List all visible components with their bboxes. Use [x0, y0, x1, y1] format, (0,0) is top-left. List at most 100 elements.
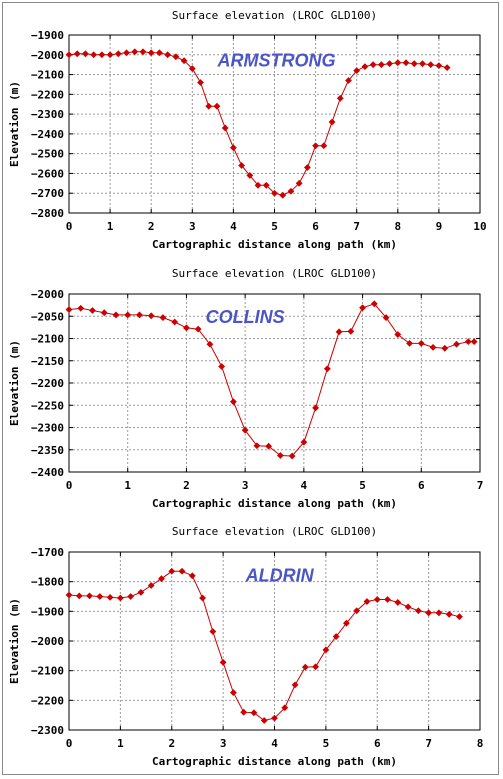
data-point: [265, 442, 273, 450]
data-point: [199, 594, 206, 602]
data-point: [82, 50, 89, 58]
data-point: [300, 438, 308, 446]
data-point: [230, 144, 237, 152]
data-point: [394, 59, 402, 67]
data-point: [254, 181, 262, 189]
data-point: [168, 567, 176, 575]
x-tick-label: 8: [394, 220, 401, 233]
y-tick-label: −2500: [31, 148, 64, 161]
series-line: [68, 570, 460, 722]
data-point: [303, 164, 311, 171]
x-tick-label: 3: [242, 479, 249, 492]
chart-title: Surface elevation (LROC GLD100): [172, 525, 377, 538]
x-tick-label: 6: [418, 479, 425, 492]
x-tick-label: 1: [124, 479, 131, 492]
y-tick-label: −2200: [31, 694, 64, 707]
x-tick-label: 4: [230, 220, 237, 233]
data-point: [328, 118, 336, 126]
data-point: [353, 607, 361, 615]
y-tick-label: −2200: [31, 377, 64, 390]
data-point: [219, 658, 227, 666]
data-point: [86, 592, 93, 600]
x-tick-label: 5: [323, 737, 330, 750]
data-point: [312, 663, 319, 671]
y-tick-label: −2000: [31, 49, 64, 62]
x-axis-label: Cartographic distance along path (km): [152, 238, 397, 251]
data-point: [419, 60, 426, 68]
y-tick-label: −2100: [31, 333, 64, 346]
data-point: [456, 613, 463, 621]
data-point: [213, 102, 221, 110]
x-tick-label: 6: [312, 220, 319, 233]
y-tick-label: −2400: [31, 128, 64, 141]
data-point: [262, 181, 270, 189]
y-tick-label: −2300: [31, 422, 64, 435]
data-point: [250, 709, 258, 717]
x-tick-label: 7: [425, 737, 432, 750]
data-point: [394, 331, 402, 338]
x-tick-label: 2: [183, 479, 190, 492]
data-point: [373, 596, 381, 603]
x-tick-label: 1: [107, 220, 114, 233]
data-point: [427, 61, 435, 69]
data-point: [271, 189, 278, 197]
x-tick-label: 0: [66, 479, 73, 492]
data-point: [287, 187, 295, 195]
chart-title: Surface elevation (LROC GLD100): [172, 267, 377, 280]
data-point: [386, 60, 393, 68]
y-tick-label: −1800: [31, 576, 64, 589]
data-point: [194, 325, 202, 333]
data-point: [123, 49, 130, 57]
y-tick-label: −2400: [31, 466, 64, 479]
data-point: [206, 340, 214, 348]
x-tick-label: 9: [436, 220, 443, 233]
data-point: [96, 593, 104, 600]
y-tick-label: −2800: [31, 207, 64, 220]
data-point: [425, 609, 433, 617]
data-point: [65, 51, 73, 59]
data-point: [197, 79, 204, 86]
data-point: [276, 452, 284, 459]
data-point: [112, 311, 120, 319]
chart-title: Surface elevation (LROC GLD100): [172, 9, 377, 22]
data-point: [359, 304, 366, 312]
data-point: [183, 324, 190, 332]
data-point: [180, 57, 188, 65]
site-annotation: ALDRIN: [245, 566, 315, 586]
y-tick-label: −2000: [31, 288, 64, 301]
x-tick-label: 7: [353, 220, 360, 233]
data-point: [369, 61, 377, 69]
y-tick-label: −1700: [31, 546, 64, 559]
x-tick-label: 6: [374, 737, 381, 750]
data-point: [410, 60, 418, 68]
y-tick-label: −2700: [31, 187, 64, 200]
data-point: [301, 663, 309, 671]
data-point: [441, 344, 449, 352]
data-point: [343, 619, 350, 627]
data-point: [178, 567, 186, 575]
y-tick-label: −2000: [31, 635, 64, 648]
data-point: [73, 50, 81, 58]
data-point: [159, 314, 167, 321]
data-point: [100, 309, 108, 317]
data-point: [137, 588, 145, 596]
x-axis-label: Cartographic distance along path (km): [152, 497, 397, 510]
data-point: [240, 708, 248, 716]
data-point: [147, 312, 155, 320]
data-point: [335, 328, 343, 336]
data-point: [156, 49, 163, 57]
data-point: [435, 609, 443, 617]
data-point: [453, 340, 460, 348]
data-point: [414, 607, 422, 615]
site-annotation: ARMSTRONG: [217, 51, 336, 71]
data-point: [404, 603, 412, 611]
data-point: [158, 575, 165, 583]
data-point: [312, 142, 319, 150]
x-tick-label: 1: [117, 737, 124, 750]
data-point: [246, 172, 254, 179]
data-point: [124, 311, 132, 319]
data-point: [188, 65, 196, 73]
data-point: [253, 442, 261, 450]
x-tick-label: 5: [271, 220, 278, 233]
